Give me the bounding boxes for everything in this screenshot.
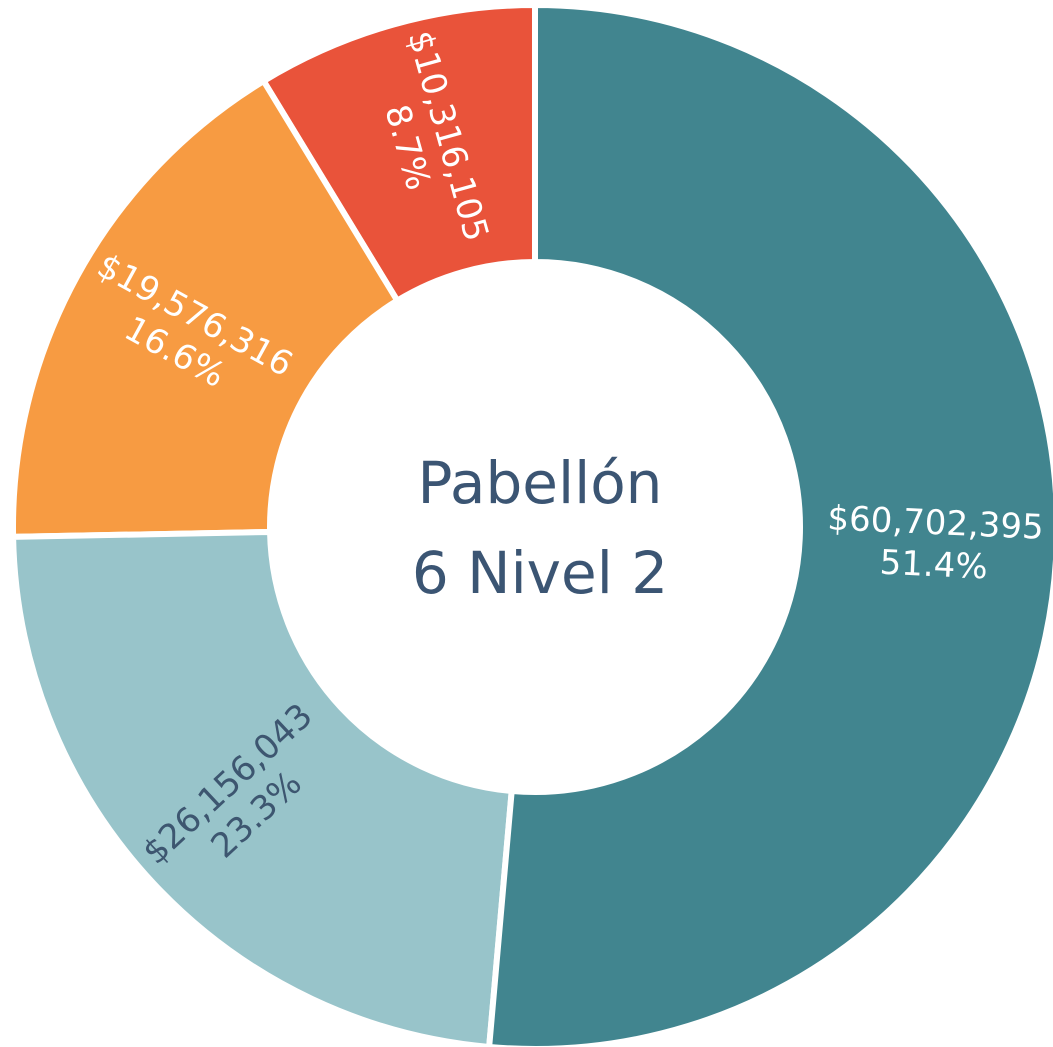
center-label: Pabellón [418,449,663,517]
slice [10,528,515,1047]
percentage-label: 51.4% [879,543,989,588]
center-label: 6 Nivel 2 [412,539,668,607]
value-label: $60,702,395 [827,498,1045,547]
slice [10,76,402,540]
slice [486,1,1053,1047]
